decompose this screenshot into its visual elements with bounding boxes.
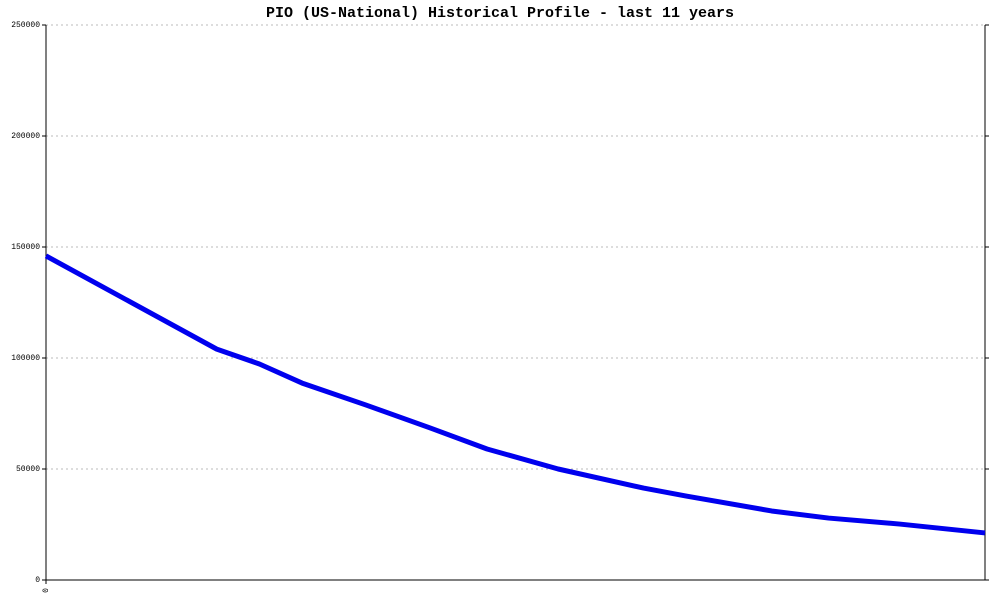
y-tick-label: 50000	[16, 465, 40, 474]
y-tick-label: 250000	[11, 21, 40, 30]
x-tick-label: 0	[42, 588, 51, 593]
y-tick-label: 0	[35, 576, 40, 585]
chart-title: PIO (US-National) Historical Profile - l…	[266, 5, 734, 22]
series-line	[44, 253, 986, 536]
y-tick-label: 100000	[11, 354, 40, 363]
y-tick-label: 150000	[11, 243, 40, 252]
y-tick-label: 200000	[11, 132, 40, 141]
